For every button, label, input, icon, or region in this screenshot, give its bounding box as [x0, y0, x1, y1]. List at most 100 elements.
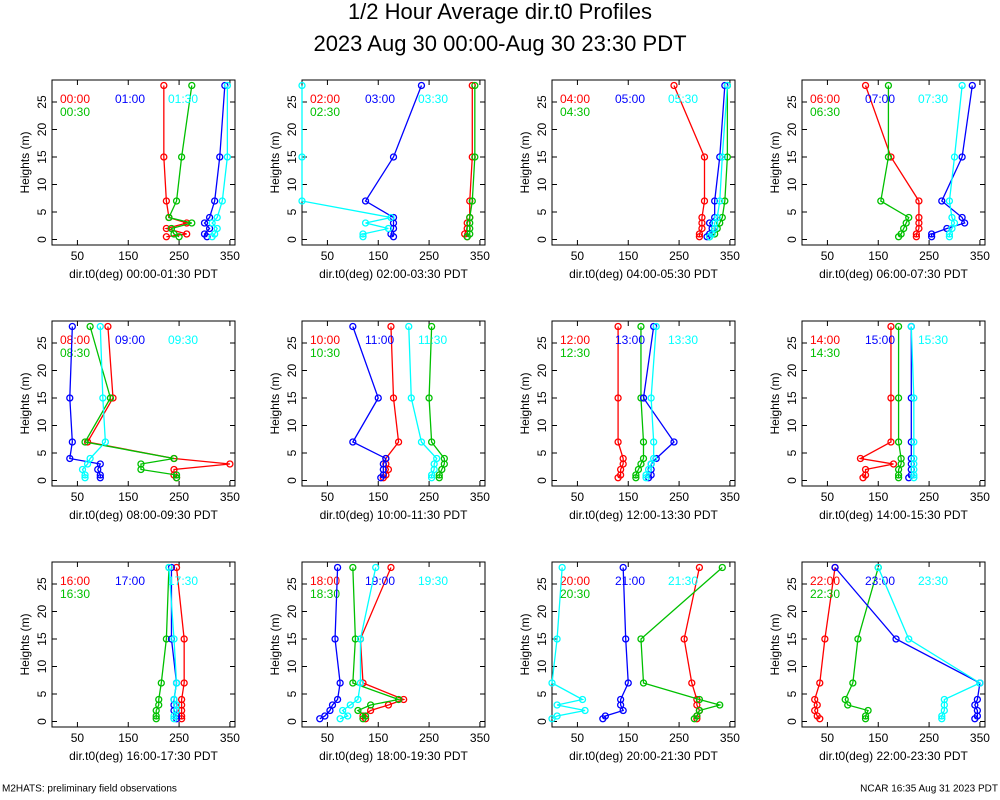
legend-entry: 02:30 [310, 105, 340, 119]
x-tick-label: 250 [169, 249, 189, 263]
y-tick-label: 25 [785, 95, 799, 109]
profile-point [208, 219, 216, 227]
y-tick-label: 15 [35, 632, 49, 646]
profile-point [905, 635, 913, 643]
y-tick-label: 25 [35, 95, 49, 109]
x-tick-label: 50 [71, 249, 85, 263]
profile-point [99, 394, 107, 402]
panel: 50 150 250 350 0 5 10 15 20 25 dir.t0(deg) 20:00-2… [518, 561, 740, 763]
profile-line [706, 85, 726, 238]
profile-point [137, 460, 145, 468]
profile-point [468, 197, 476, 205]
x-tick-label: 50 [321, 249, 335, 263]
x-tick-label: 250 [169, 490, 189, 504]
profile-point [938, 715, 946, 723]
panel: 50 150 250 350 0 5 10 15 20 25 dir.t0(deg) 08:00-0… [18, 320, 240, 522]
profile-point [894, 322, 903, 331]
y-tick-label: 15 [785, 632, 799, 646]
x-axis-label: dir.t0(deg) 18:00-19:30 PDT [319, 749, 468, 763]
profile-point [877, 197, 885, 205]
profile-line [463, 85, 473, 238]
profile-point [361, 712, 370, 720]
profile-point [854, 635, 862, 643]
y-axis-label: Heights (m) [268, 372, 282, 434]
x-tick-label: 50 [571, 731, 585, 745]
profile-point [165, 563, 173, 572]
x-axis-label: dir.t0(deg) 02:00-03:30 PDT [319, 267, 468, 281]
profile-point [433, 454, 441, 463]
profile-point [816, 679, 824, 687]
profile-point [940, 695, 948, 704]
profile-point [162, 197, 171, 205]
legend-entry: 02:00 [310, 92, 340, 106]
x-tick-label: 150 [868, 731, 888, 745]
profile-point [553, 701, 561, 709]
y-tick-label: 15 [285, 150, 299, 164]
profile-line [551, 567, 586, 720]
profile-point [394, 438, 403, 446]
y-tick-label: 5 [35, 208, 49, 215]
y-tick-label: 20 [535, 123, 549, 137]
profile-line [69, 326, 102, 478]
profile-point [354, 695, 362, 704]
y-axis-label: Heights (m) [518, 131, 532, 193]
x-tick-label: 350 [470, 731, 490, 745]
profile-point [200, 230, 209, 238]
profile-point [359, 233, 367, 241]
profile-point [387, 213, 395, 222]
legend-entry: 12:30 [560, 346, 590, 360]
profile-point [695, 563, 704, 572]
x-tick-label: 350 [220, 490, 240, 504]
profile-point [466, 213, 474, 222]
profile-point [887, 322, 895, 331]
y-tick-label: 20 [785, 605, 799, 619]
profile-point [968, 81, 976, 90]
profile-point [172, 471, 181, 479]
profile-point [170, 454, 178, 463]
x-axis-label: dir.t0(deg) 00:00-01:30 PDT [69, 267, 218, 281]
profile-point [637, 322, 645, 331]
y-tick-label: 10 [35, 178, 49, 192]
legend-entry: 11:00 [365, 333, 394, 347]
profile-point [861, 465, 870, 474]
profile-point [417, 81, 426, 90]
profile-point [700, 153, 709, 161]
profile-point [581, 706, 589, 715]
y-tick-label: 10 [535, 419, 549, 433]
profile-point [548, 679, 556, 687]
profile-point [887, 394, 895, 402]
y-tick-label: 10 [535, 178, 549, 192]
plot-frame [51, 561, 236, 728]
panel: 50 150 250 350 0 5 10 15 20 25 dir.t0(deg) 18:00-1… [268, 561, 490, 763]
legend-entry: 11:30 [418, 333, 447, 347]
profile-point [695, 706, 704, 715]
y-axis-label: Heights (m) [768, 372, 782, 434]
profile-line [319, 567, 341, 720]
x-tick-label: 150 [118, 249, 138, 263]
legend-entry: 16:30 [60, 587, 90, 601]
profile-point [907, 322, 915, 331]
profile-point [650, 454, 658, 463]
profile-point [927, 233, 936, 241]
profile-point [167, 224, 176, 233]
profile-point [354, 706, 362, 715]
y-tick-label: 0 [785, 477, 799, 484]
profile-point [188, 219, 196, 227]
profile-point [349, 563, 357, 572]
y-tick-label: 5 [785, 690, 799, 697]
profile-point [884, 153, 893, 161]
x-tick-label: 350 [720, 249, 740, 263]
profile-point [349, 322, 357, 331]
profile-point [170, 695, 178, 704]
y-tick-label: 15 [285, 391, 299, 405]
profile-point [394, 695, 403, 704]
legend-entry: 09:30 [168, 333, 198, 347]
x-tick-label: 350 [970, 731, 990, 745]
profile-point [86, 454, 94, 463]
x-axis-label: dir.t0(deg) 08:00-09:30 PDT [69, 508, 218, 522]
profile-point [647, 394, 655, 402]
legend-entry: 17:30 [168, 574, 198, 588]
profile-point [639, 454, 648, 463]
y-tick-label: 20 [285, 364, 299, 378]
x-tick-label: 350 [970, 490, 990, 504]
